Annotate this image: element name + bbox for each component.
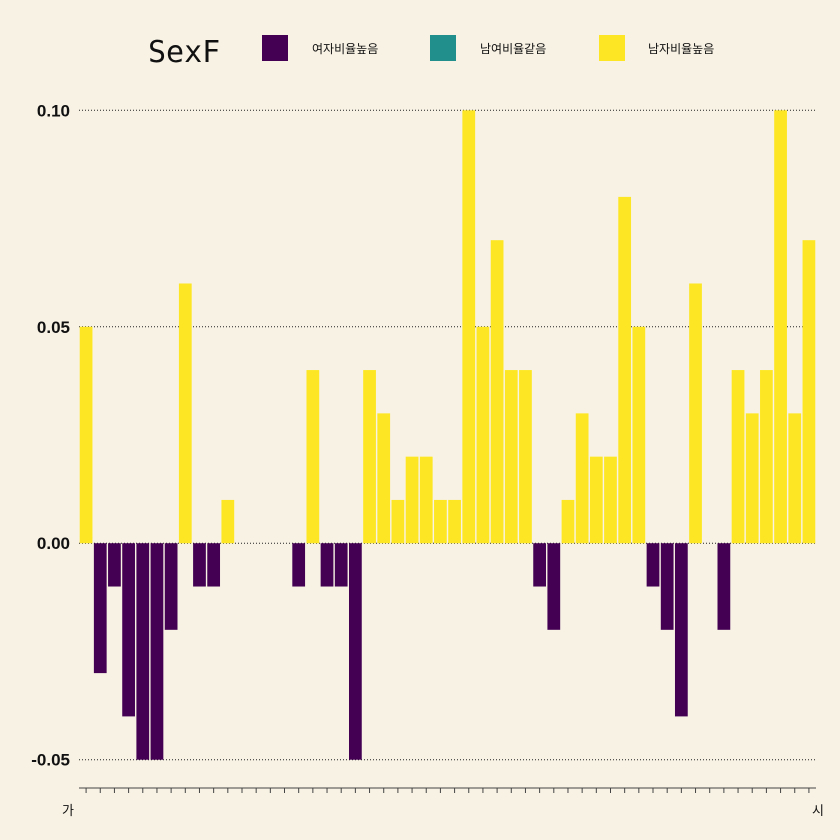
legend-label-equal: 남여비율같음 bbox=[480, 42, 546, 56]
bar bbox=[760, 370, 773, 544]
bar bbox=[731, 370, 745, 544]
legend-label-female-higher: 여자비율높음 bbox=[312, 42, 378, 56]
bar bbox=[689, 283, 702, 544]
bar bbox=[448, 499, 461, 544]
bar bbox=[533, 543, 547, 587]
bar bbox=[108, 543, 121, 587]
y-tick-label: 0.05 bbox=[37, 318, 70, 337]
bar bbox=[589, 456, 603, 544]
bar bbox=[419, 456, 433, 544]
bar bbox=[604, 456, 617, 544]
bar bbox=[674, 543, 688, 717]
bar bbox=[391, 499, 405, 544]
bar bbox=[377, 413, 391, 544]
bar bbox=[178, 283, 192, 544]
bar bbox=[93, 543, 107, 674]
x-tick-label-first: 가 bbox=[62, 804, 74, 819]
bar bbox=[122, 543, 135, 717]
bar bbox=[717, 543, 731, 630]
bar bbox=[632, 326, 646, 544]
bar bbox=[405, 456, 419, 544]
legend-swatch-female-higher bbox=[262, 35, 288, 61]
bar bbox=[320, 543, 334, 587]
bar bbox=[207, 543, 221, 587]
bar bbox=[462, 110, 476, 544]
legend-label-male-higher: 남자비율높음 bbox=[648, 42, 714, 56]
bar bbox=[788, 413, 802, 544]
bar bbox=[618, 196, 632, 544]
bar bbox=[660, 543, 674, 630]
y-tick-label: 0.10 bbox=[37, 101, 70, 120]
bar bbox=[504, 370, 518, 544]
bar bbox=[519, 370, 532, 544]
bar bbox=[561, 499, 575, 544]
bar bbox=[79, 326, 93, 544]
x-axis: 가 시 bbox=[62, 787, 824, 819]
bar bbox=[150, 543, 164, 760]
bar bbox=[547, 543, 561, 630]
bar bbox=[221, 499, 235, 544]
legend: SexF 여자비율높음 남여비율같음 남자비율높음 bbox=[148, 35, 714, 70]
bar bbox=[646, 543, 660, 587]
bar bbox=[774, 110, 787, 544]
x-tick-label-last: 시 bbox=[812, 804, 824, 819]
legend-swatch-male-higher bbox=[599, 35, 625, 61]
bar bbox=[306, 370, 320, 544]
bar bbox=[476, 326, 490, 544]
y-tick-label: 0.00 bbox=[37, 534, 70, 553]
bar bbox=[348, 543, 362, 760]
bar bbox=[575, 413, 589, 544]
legend-swatch-equal bbox=[430, 35, 456, 61]
bar bbox=[292, 543, 306, 587]
bars bbox=[79, 110, 816, 760]
bar bbox=[490, 240, 504, 544]
bar bbox=[802, 240, 816, 544]
bar bbox=[745, 413, 759, 544]
y-axis: 0.10 0.05 0.00 -0.05 bbox=[31, 101, 70, 769]
bar bbox=[136, 543, 150, 760]
legend-title: SexF bbox=[148, 35, 220, 70]
y-tick-label: -0.05 bbox=[31, 751, 70, 770]
bar bbox=[193, 543, 206, 587]
bar bbox=[164, 543, 178, 630]
bar bbox=[363, 370, 376, 544]
bar bbox=[334, 543, 348, 587]
bar bbox=[434, 499, 447, 544]
